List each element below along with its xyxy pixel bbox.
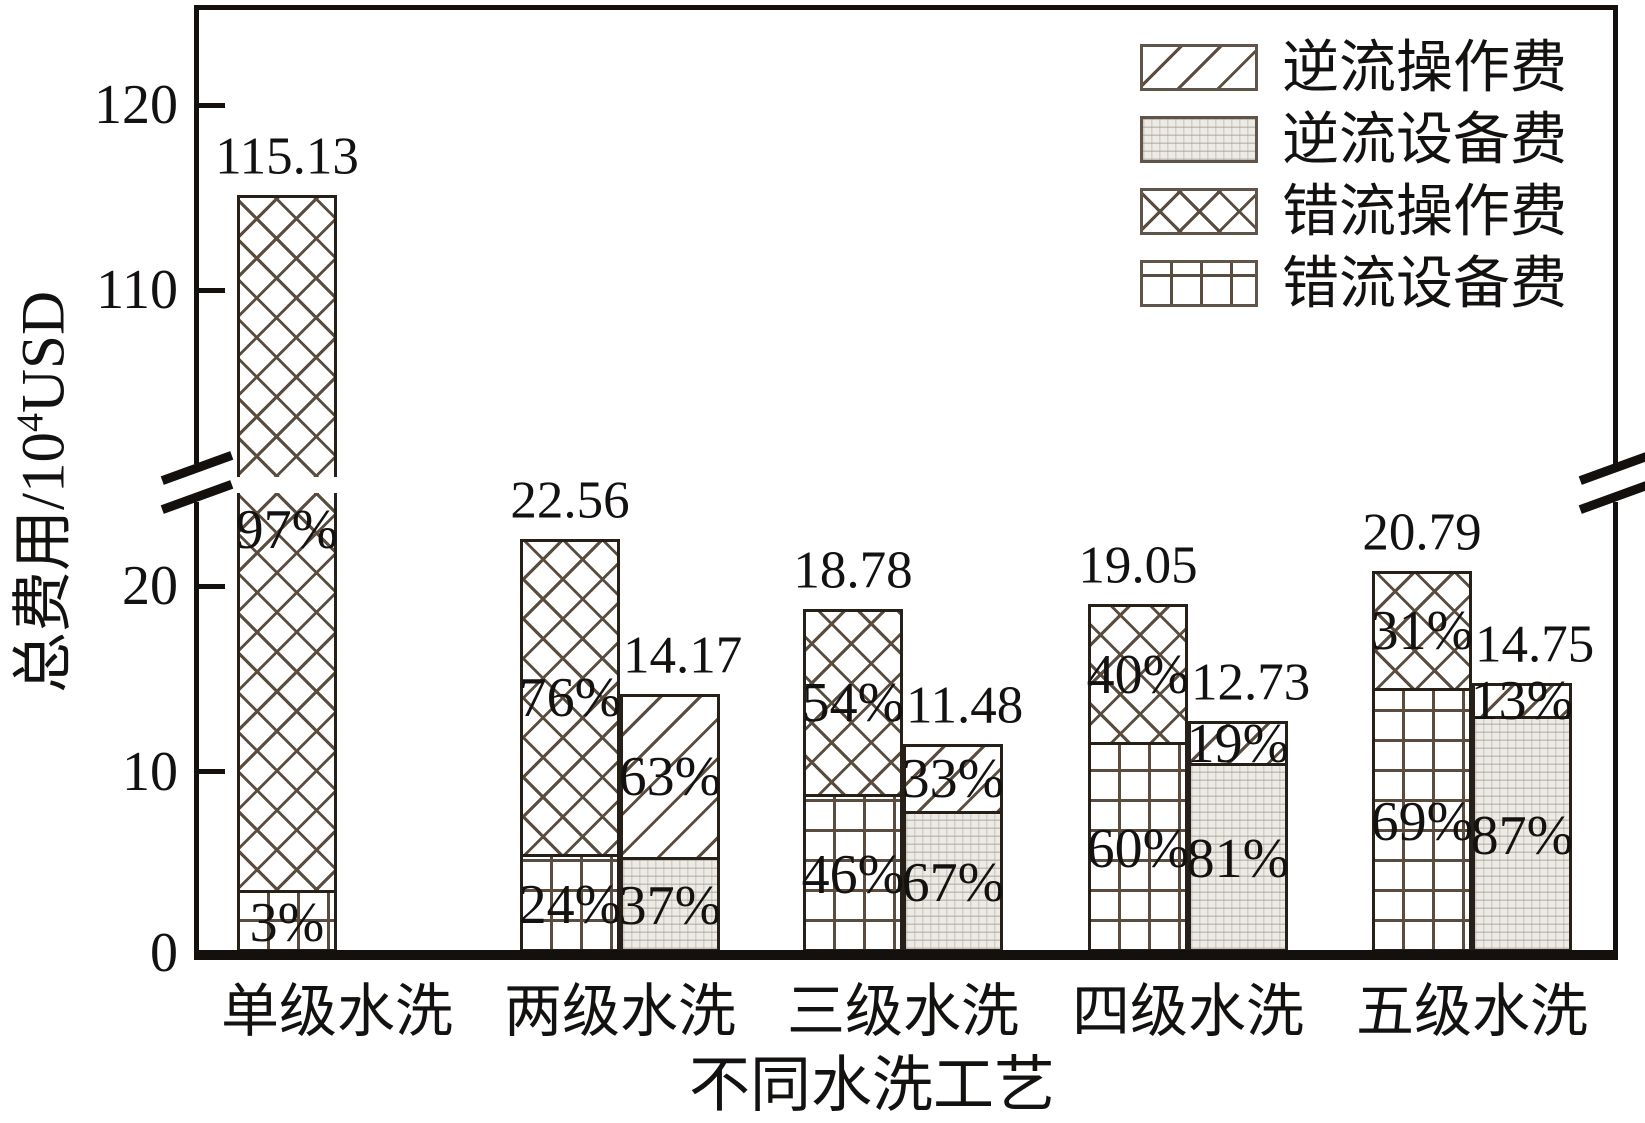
y-tick-110 [199,287,225,293]
bar-crossflow-lower [237,493,337,952]
bar-total-label: 115.13 [215,127,359,186]
y-axis-title-unit: USD [10,291,78,414]
bar-segment-equipment [1375,691,1469,949]
bar-segment-equipment [906,814,1000,949]
x-axis-line [194,950,1618,960]
y-tick-label-120: 120 [94,74,178,136]
bar-total-label: 14.75 [1475,615,1595,674]
operating-pct-label: 40% [1086,644,1190,706]
equipment-pct-label: 60% [1086,818,1190,880]
legend-label: 错流操作费 [1282,180,1567,244]
bar-crossflow [520,539,620,952]
bar-countercurrent [620,694,720,952]
bar-segment-operating [1091,607,1185,745]
bar-segment-equipment [623,860,717,949]
bar-segment-equipment [1475,719,1569,949]
equipment-pct-label: 67% [901,852,1005,914]
y-tick-label-110: 110 [96,259,178,321]
bar-crossflow-operating-upper [237,195,337,477]
bar-total-label: 14.17 [623,626,743,685]
bar-segment-equipment [523,857,617,949]
bar-segment-operating [240,493,334,893]
bar-segment-equipment [1191,766,1285,949]
bar-total-label: 12.73 [1191,653,1311,712]
x-category-label: 四级水洗 [1071,979,1305,1044]
bar-total-label: 20.79 [1362,503,1482,562]
equipment-pct-label: 3% [249,892,325,954]
legend-label: 错流设备费 [1282,252,1567,316]
operating-pct-label: 13% [1470,670,1574,732]
bar-segment-operating [523,542,617,857]
y-axis-title-text: 总费用/10 [10,432,78,693]
bar-total-label: 19.05 [1078,536,1198,595]
legend-swatch-dotted [1140,116,1258,163]
equipment-pct-label: 87% [1470,805,1574,867]
y-tick-label-10: 10 [122,740,178,803]
bar-segment-equipment [1091,745,1185,949]
bar-segment-equipment [806,797,900,949]
x-category-label: 两级水洗 [503,979,737,1044]
operating-pct-label: 31% [1370,600,1474,662]
operating-pct-label: 63% [618,746,722,808]
equipment-pct-label: 69% [1370,791,1474,853]
bar-segment-operating [1191,724,1285,766]
bar-total-label: 11.48 [906,676,1024,735]
bar-countercurrent [903,744,1003,952]
y-axis-title: 总费用/104USD [9,291,77,693]
y-tick-10 [199,769,225,774]
equipment-pct-label: 37% [618,875,722,937]
x-category-label: 三级水洗 [786,979,1020,1044]
operating-pct-label: 97% [235,499,339,561]
equipment-pct-label: 81% [1186,828,1290,890]
bar-segment-operating [806,612,900,797]
bar-segment-operating [1475,686,1569,719]
bar-crossflow [1372,571,1472,952]
y-tick-20 [199,583,225,589]
bar-total-label: 22.56 [510,471,630,530]
operating-pct-label: 19% [1186,713,1290,775]
x-category-label: 五级水洗 [1355,979,1589,1044]
bar-total-label: 18.78 [793,541,913,600]
operating-pct-label: 33% [901,748,1005,810]
x-axis-title: 不同水洗工艺 [688,1052,1056,1120]
legend-swatch-diagonal [1140,44,1258,91]
operating-pct-label: 54% [801,672,905,734]
legend-swatch-grid [1140,260,1258,307]
y-tick-label-0: 0 [150,922,178,984]
bar-segment-operating [623,697,717,860]
x-category-label: 单级水洗 [220,979,454,1044]
legend-label: 逆流设备费 [1282,108,1567,172]
operating-pct-label: 76% [518,667,622,729]
legend-label: 逆流操作费 [1282,36,1567,100]
bar-countercurrent [1472,683,1572,952]
bar-crossflow [803,609,903,952]
bar-segment-operating [1375,574,1469,691]
y-axis-title-exponent: 4 [9,413,52,433]
equipment-pct-label: 46% [801,844,905,906]
y-tick-120 [199,102,225,108]
bar-crossflow [1088,604,1188,952]
equipment-pct-label: 24% [518,874,622,936]
bar-segment-equipment [240,893,334,949]
legend-swatch-crosshatch [1140,188,1258,235]
y-tick-label-20: 20 [122,555,178,617]
bar-segment-operating [906,747,1000,814]
